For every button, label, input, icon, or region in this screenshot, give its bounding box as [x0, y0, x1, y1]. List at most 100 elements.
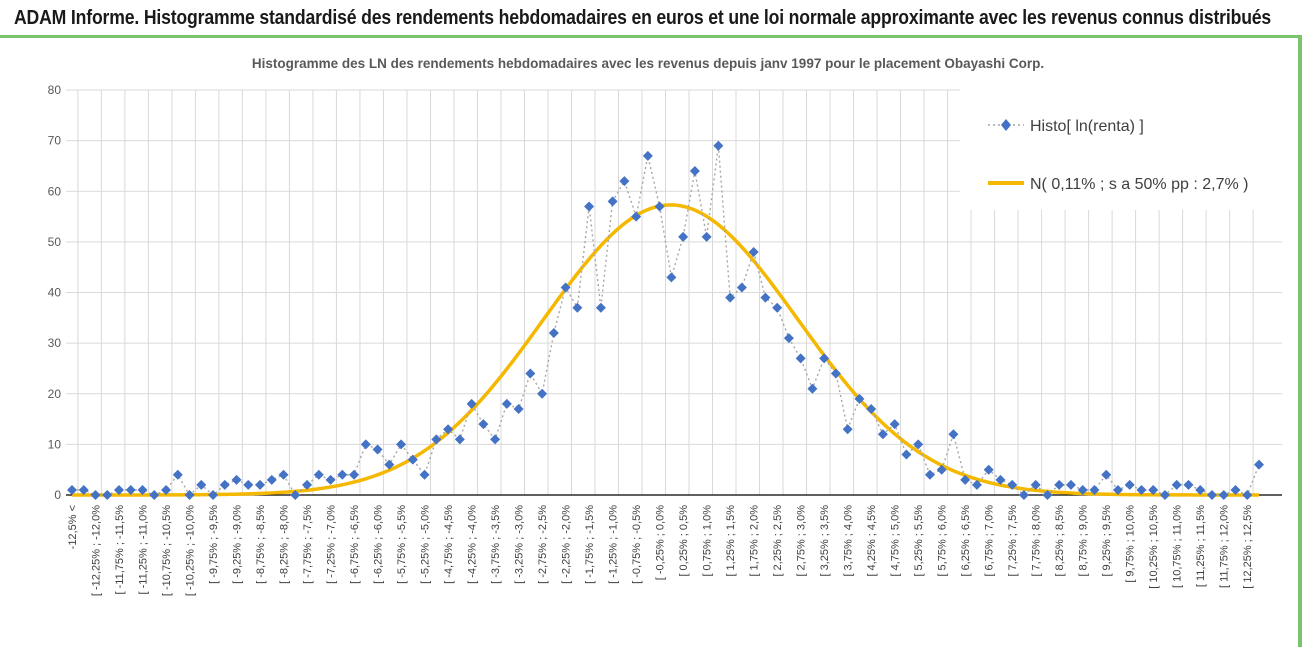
histogram-point — [67, 484, 77, 495]
histogram-point — [936, 464, 947, 475]
x-tick-label: [ 3,75% ; 4,0% — [843, 505, 855, 577]
x-tick-label: [ 7,25% ; 7,5% — [1007, 505, 1019, 577]
histogram-point — [924, 469, 935, 480]
histogram-point — [125, 484, 136, 495]
histogram-point — [90, 490, 101, 500]
histogram-point — [760, 292, 771, 303]
x-tick-label: [ -8,25% ; -8,0% — [279, 505, 291, 584]
histogram-point — [854, 393, 865, 404]
histogram-point — [1230, 484, 1241, 495]
histogram-point — [78, 484, 89, 495]
histogram-point — [537, 388, 548, 399]
x-tick-label: [ -8,75% ; -8,5% — [255, 505, 267, 584]
histogram-point — [1148, 484, 1159, 495]
histogram-point — [184, 490, 195, 500]
histogram-point — [349, 469, 360, 480]
histogram-point — [1242, 490, 1253, 500]
x-tick-label: [ 6,75% ; 7,0% — [984, 505, 996, 577]
histogram-point — [219, 479, 230, 490]
x-tick-label: [ -1,25% ; -1,0% — [608, 505, 620, 584]
histogram-point — [654, 201, 665, 212]
histogram-point — [443, 424, 454, 435]
histogram-point — [1171, 479, 1182, 490]
histogram-point — [1195, 484, 1206, 495]
histogram-point — [889, 419, 900, 430]
histogram-point — [607, 196, 618, 207]
x-tick-label: [ 3,25% ; 3,5% — [819, 505, 831, 577]
histogram-point — [478, 419, 489, 430]
histogram-point — [725, 292, 736, 303]
report-title: ADAM Informe. Histogramme standardisé de… — [14, 6, 1272, 29]
histogram-point — [701, 231, 712, 242]
x-tick-label: [ 11,25% ; 11,5% — [1195, 505, 1207, 587]
histogram-point — [1101, 469, 1112, 480]
histogram-point — [713, 140, 724, 151]
histogram-point — [161, 484, 172, 495]
histogram-point — [913, 439, 924, 450]
histogram-point — [278, 469, 289, 480]
y-tick-label: 70 — [48, 134, 62, 148]
histogram-point — [302, 479, 313, 490]
histogram-point — [407, 454, 418, 465]
x-tick-label: [ 4,25% ; 4,5% — [866, 505, 878, 577]
x-tick-label: [ -11,25% ; -11,0% — [138, 505, 150, 595]
grid-layer — [66, 89, 1282, 496]
x-tick-label: [ 11,75% ; 12,0% — [1219, 505, 1231, 588]
x-tick-label: [ -9,75% ; -9,5% — [208, 505, 220, 584]
x-axis-ticks: -12,5% < [ -12,25% ; -12,0% [ -11,75% ; -1… — [67, 505, 1254, 596]
histogram-point — [1206, 490, 1217, 500]
x-tick-label: [ -1,75% ; -1,5% — [584, 505, 596, 584]
x-tick-label: [ 5,75% ; 6,0% — [937, 505, 949, 577]
x-tick-label: [ -10,75% ; -10,5% — [161, 505, 173, 596]
histogram-point — [466, 398, 477, 409]
x-tick-label: [ -2,75% ; -2,5% — [537, 505, 549, 584]
x-tick-label: [ -2,25% ; -2,0% — [561, 505, 573, 584]
histogram-point — [678, 231, 689, 242]
histogram-point — [431, 434, 442, 445]
histogram-point — [783, 333, 794, 344]
histogram-point — [689, 166, 700, 176]
histogram-point — [290, 490, 301, 500]
histogram-point — [584, 201, 595, 212]
histogram-point — [490, 434, 501, 445]
x-tick-label: [ 7,75% ; 8,0% — [1031, 505, 1043, 577]
histogram-point — [1112, 484, 1123, 495]
histogram-point — [842, 424, 853, 435]
histogram-point — [960, 474, 971, 485]
histogram-point — [325, 474, 336, 485]
histogram-point — [795, 353, 806, 364]
y-tick-label: 30 — [48, 336, 62, 350]
x-tick-label: [ -7,75% ; -7,5% — [302, 505, 314, 584]
y-axis-ticks: 0 10 20 30 40 50 60 70 80 — [48, 83, 62, 502]
legend-normal-label: N( 0,11% ; s a 50% pp : 2,7% ) — [1030, 176, 1248, 193]
histogram-point — [1183, 479, 1194, 490]
histogram-point — [1254, 459, 1264, 470]
histogram-point — [137, 484, 148, 495]
histogram-point — [1077, 484, 1088, 495]
x-tick-label: [ -0,25% ; 0,0% — [655, 505, 667, 580]
histogram-point — [819, 353, 830, 364]
histogram-point — [266, 474, 277, 485]
histogram-series-layer — [67, 140, 1264, 500]
histogram-point — [1007, 479, 1018, 490]
histogram-point — [866, 403, 877, 414]
report-header: ADAM Informe. Histogramme standardisé de… — [0, 0, 1302, 38]
histogram-point — [313, 469, 324, 480]
histogram-point — [971, 479, 982, 490]
histogram-point — [525, 368, 536, 379]
histogram-point — [595, 302, 606, 313]
x-tick-label: [ -5,75% ; -5,5% — [396, 505, 408, 584]
x-tick-label: [ -0,75% ; -0,5% — [631, 505, 643, 584]
histogram-point — [1089, 484, 1100, 495]
histogram-point — [877, 429, 888, 440]
histogram-point — [772, 302, 783, 313]
x-tick-label: [ 9,25% ; 9,5% — [1101, 505, 1113, 577]
histogram-point — [114, 484, 125, 495]
histogram-point — [231, 474, 242, 485]
histogram-point — [830, 368, 841, 379]
x-tick-label: [ -6,25% ; -6,0% — [373, 505, 385, 584]
histogram-point — [666, 272, 677, 283]
histogram-point — [513, 403, 524, 414]
histogram-point — [1054, 479, 1065, 490]
y-tick-label: 40 — [48, 286, 62, 300]
